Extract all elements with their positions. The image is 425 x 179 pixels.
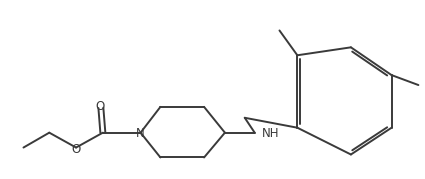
Text: O: O [95,100,105,113]
Text: O: O [71,143,81,156]
Text: N: N [136,127,145,140]
Text: NH: NH [262,127,279,140]
